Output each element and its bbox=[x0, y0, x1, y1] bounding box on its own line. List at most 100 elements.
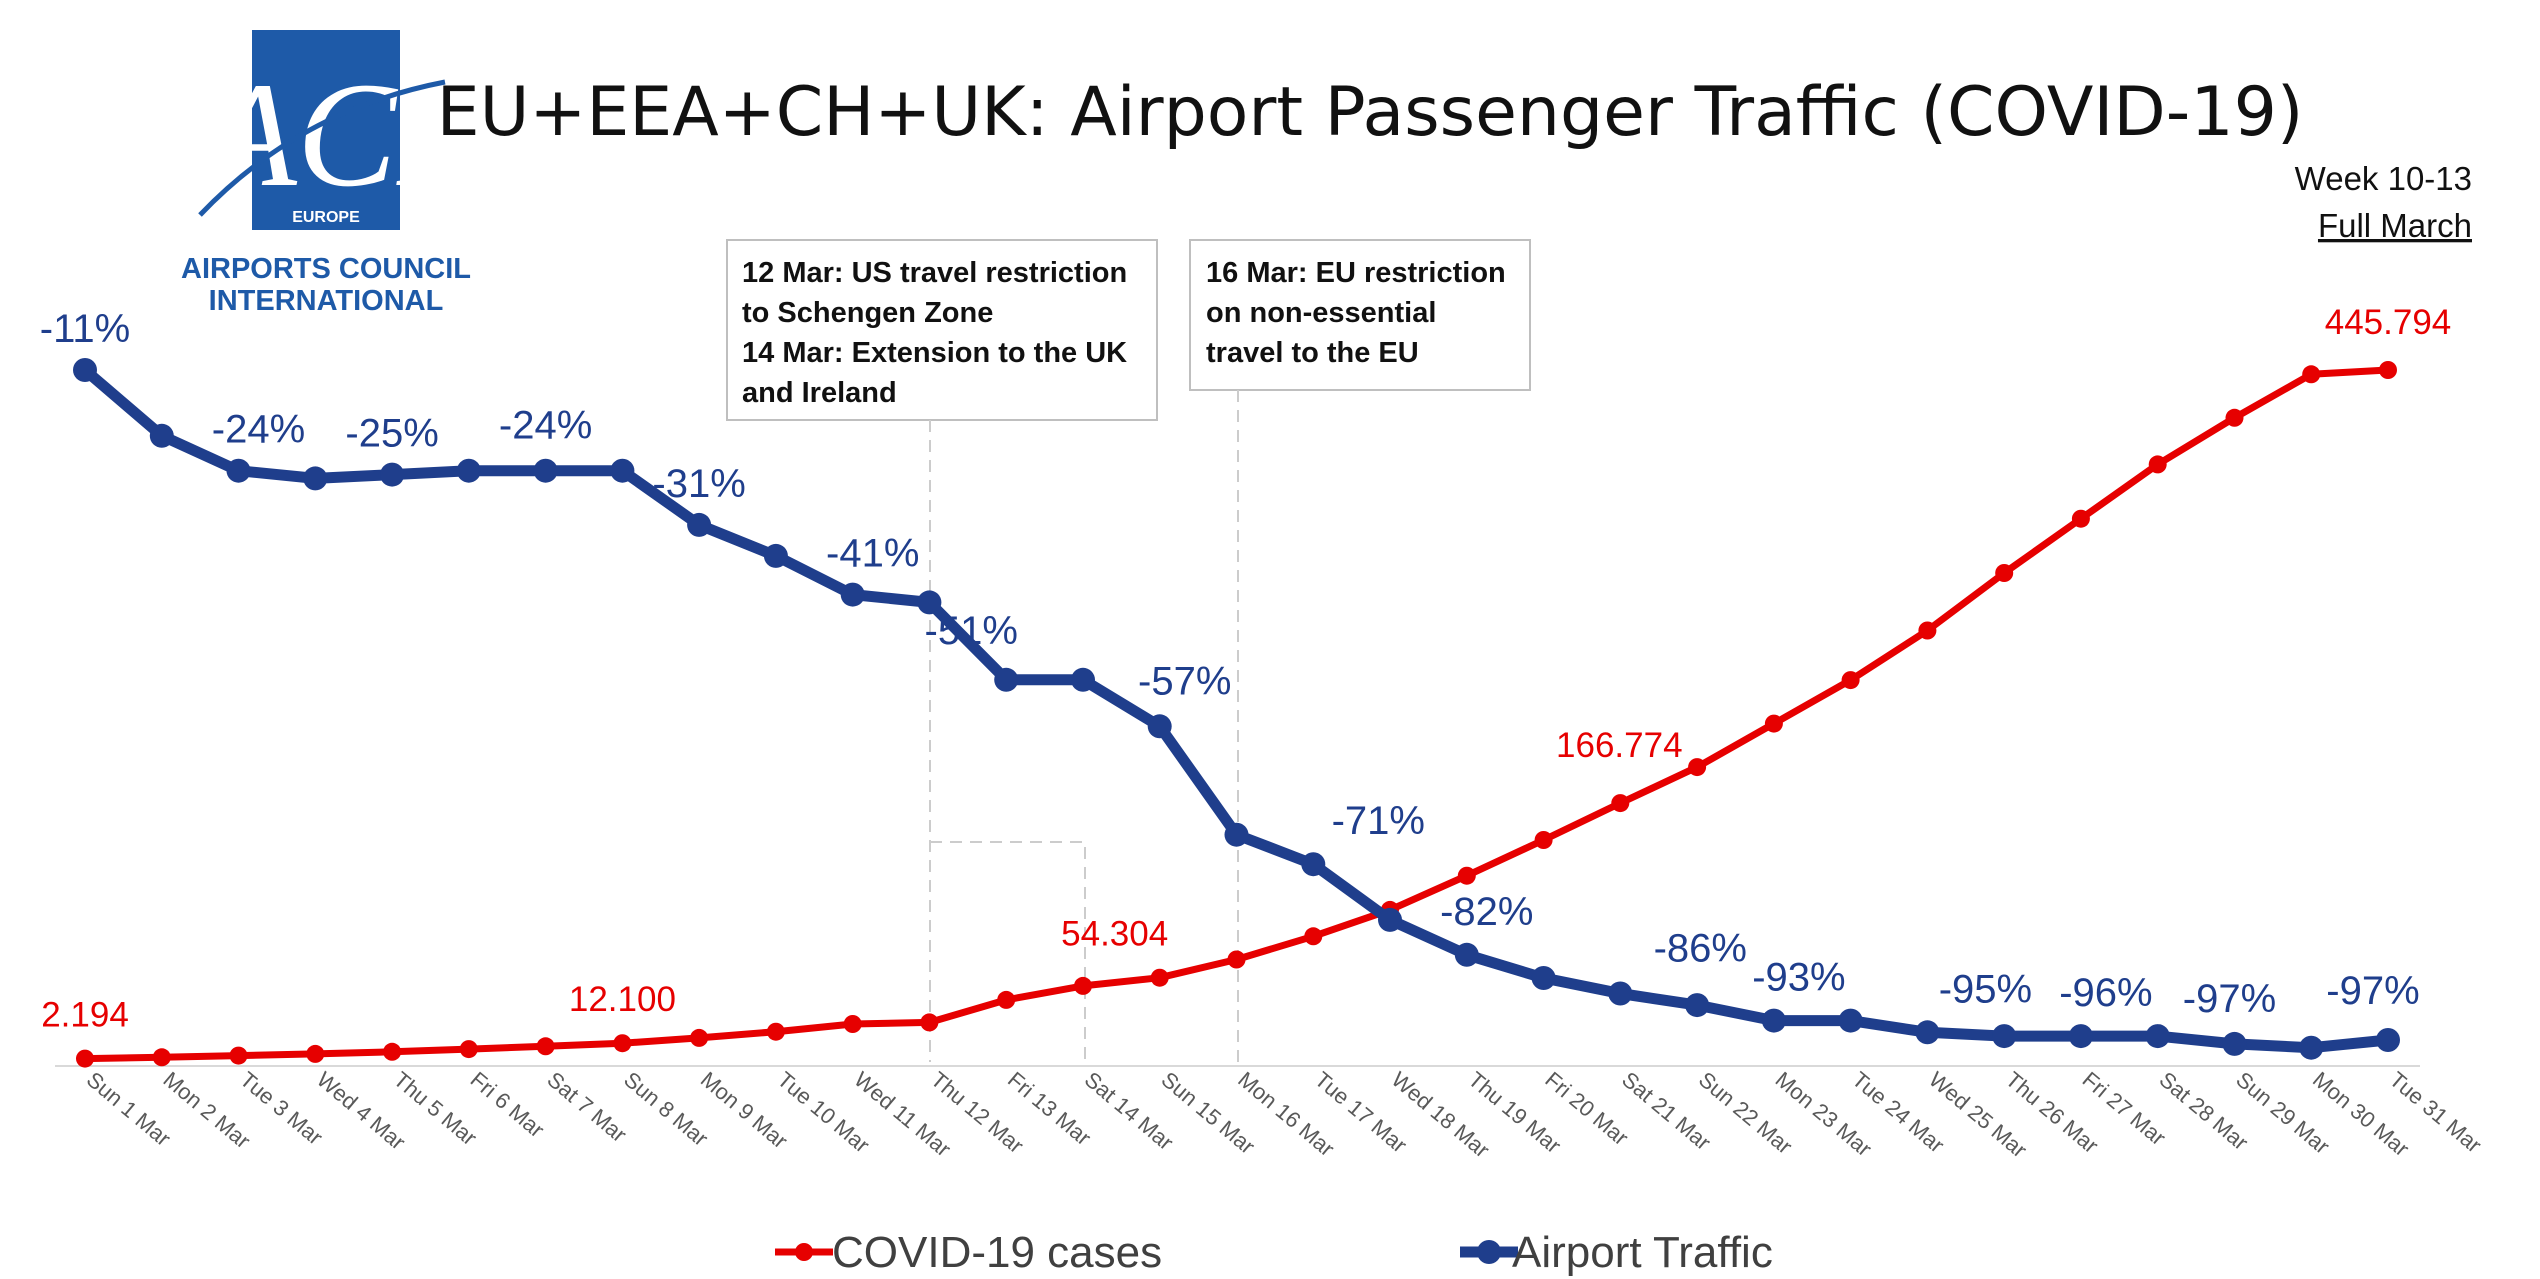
airport-traffic-point bbox=[380, 462, 405, 487]
period-line2: Full March bbox=[2318, 207, 2472, 244]
airport-traffic-point bbox=[2068, 1024, 2093, 1049]
airport-traffic-data-label: -82% bbox=[1440, 890, 1533, 934]
covid-cases-data-label: 54.304 bbox=[1061, 915, 1168, 954]
airport-traffic-data-label: -95% bbox=[1939, 967, 2032, 1011]
airport-traffic-point bbox=[226, 458, 251, 483]
legend: COVID-19 cases Airport Traffic bbox=[775, 1228, 1773, 1277]
airport-traffic-point bbox=[2145, 1024, 2170, 1049]
covid-cases-point bbox=[920, 1013, 939, 1032]
annotation-line: travel to the EU bbox=[1206, 337, 1419, 369]
covid-cases-point bbox=[152, 1048, 171, 1067]
covid-cases-point bbox=[2379, 361, 2397, 379]
airport-traffic-point bbox=[1685, 993, 1710, 1018]
covid-cases-point bbox=[843, 1015, 862, 1033]
airport-traffic-point bbox=[763, 543, 788, 568]
covid-cases-point bbox=[1611, 794, 1630, 813]
airport-traffic-point bbox=[840, 582, 865, 607]
airport-traffic-point bbox=[1071, 667, 1095, 692]
airport-traffic-point bbox=[687, 512, 712, 537]
covid-cases-point bbox=[306, 1044, 325, 1063]
covid-cases-point bbox=[536, 1037, 555, 1056]
period-line1: Week 10-13 bbox=[2295, 160, 2472, 197]
covid-cases-data-label: 2.194 bbox=[41, 996, 129, 1035]
x-tick-label: Sat 7 Mar bbox=[542, 1067, 631, 1147]
airport-traffic-point bbox=[1761, 1008, 1786, 1033]
airport-traffic-data-label: -86% bbox=[1654, 927, 1747, 971]
legend-red-label: COVID-19 cases bbox=[832, 1228, 1162, 1277]
airport-traffic-line bbox=[81, 365, 2389, 1054]
covid-cases-point bbox=[383, 1042, 402, 1061]
covid-cases-data-label: 445.794 bbox=[2325, 303, 2452, 342]
covid-cases-point bbox=[1918, 621, 1937, 640]
airport-traffic-data-label: -97% bbox=[2183, 977, 2276, 1021]
airport-traffic-data-label: -71% bbox=[1332, 799, 1425, 843]
airport-traffic-data-label: -24% bbox=[212, 408, 305, 452]
covid-cases-point bbox=[459, 1040, 478, 1059]
airport-traffic-point bbox=[303, 466, 328, 491]
annotation-eu-restriction: 16 Mar: EU restriction on non-essential … bbox=[1189, 239, 1531, 391]
airport-traffic-point bbox=[1915, 1020, 1940, 1045]
covid-cases-point bbox=[1688, 758, 1707, 777]
annotation-us-restriction: 12 Mar: US travel restriction to Schenge… bbox=[726, 239, 1158, 421]
covid-cases-point bbox=[766, 1022, 785, 1041]
covid-cases-point bbox=[1304, 927, 1323, 946]
guide-lines bbox=[929, 390, 1239, 1062]
annotation-line: to Schengen Zone bbox=[742, 297, 993, 329]
covid-cases-point bbox=[2071, 509, 2090, 528]
airport-traffic-point bbox=[533, 458, 558, 483]
airport-traffic-point bbox=[2376, 1028, 2400, 1052]
airport-traffic-data-label: -25% bbox=[345, 412, 438, 456]
covid-cases-point bbox=[2148, 455, 2167, 474]
airport-traffic-data-label: -41% bbox=[826, 532, 919, 576]
chart-title: EU+EEA+CH+UK: Airport Passenger Traffic … bbox=[437, 73, 2304, 152]
airport-traffic-data-label: -51% bbox=[925, 609, 1018, 653]
airport-traffic-data-label: -93% bbox=[1752, 956, 1845, 1000]
covid-cases-point bbox=[1841, 671, 1860, 690]
airport-traffic-point bbox=[1531, 966, 1556, 990]
airport-traffic-point bbox=[1992, 1024, 2017, 1049]
airport-traffic-data-label: -31% bbox=[652, 462, 745, 506]
covid-cases-point bbox=[997, 990, 1016, 1009]
x-tick-label: Sun 1 Mar bbox=[82, 1067, 176, 1151]
covid-cases-point bbox=[1150, 968, 1169, 987]
legend-blue-marker bbox=[1477, 1240, 1501, 1264]
annotation-line: 12 Mar: US travel restriction bbox=[742, 257, 1127, 289]
covid-cases-point bbox=[76, 1049, 94, 1068]
airport-traffic-point bbox=[994, 667, 1019, 692]
aci-logo: ACI EUROPE AIRPORTS COUNCIL INTERNATIONA… bbox=[181, 30, 471, 317]
airport-traffic-data-label: -96% bbox=[2059, 971, 2152, 1015]
covid-cases-data-label: 166.774 bbox=[1556, 726, 1683, 765]
covid-cases-point bbox=[613, 1034, 632, 1053]
airport-traffic-data-label: -57% bbox=[1138, 659, 1231, 703]
legend-red-marker bbox=[795, 1243, 813, 1261]
airport-traffic-point bbox=[1838, 1008, 1863, 1033]
annotation-line: 16 Mar: EU restriction bbox=[1206, 257, 1506, 289]
airport-traffic-point bbox=[1378, 907, 1402, 932]
annotation-box bbox=[726, 239, 1158, 421]
airport-traffic-point bbox=[456, 458, 481, 483]
covid-cases-point bbox=[1534, 831, 1553, 849]
airport-traffic-point bbox=[917, 590, 942, 615]
covid-cases-point bbox=[2225, 408, 2244, 427]
logo-line2: INTERNATIONAL bbox=[209, 285, 444, 317]
airport-traffic-data-label: -11% bbox=[40, 307, 130, 351]
legend-blue-label: Airport Traffic bbox=[1512, 1228, 1773, 1277]
covid-cases-point bbox=[1074, 976, 1092, 995]
logo-mark: ACI bbox=[196, 52, 453, 218]
airport-traffic-data-label: -97% bbox=[2326, 969, 2419, 1013]
airport-traffic-point bbox=[73, 358, 97, 382]
airport-traffic-point bbox=[2222, 1031, 2247, 1056]
covid-cases-point bbox=[690, 1028, 709, 1047]
covid-cases-point bbox=[229, 1046, 248, 1065]
covid-cases-point bbox=[1227, 950, 1246, 969]
covid-cases-point bbox=[2302, 365, 2321, 384]
airport-traffic-point bbox=[1608, 981, 1633, 1006]
logo-line1: AIRPORTS COUNCIL bbox=[181, 253, 471, 285]
annotation-line: 14 Mar: Extension to the UK bbox=[742, 337, 1127, 369]
covid-cases-series bbox=[76, 361, 2397, 1068]
airport-traffic-point bbox=[610, 458, 635, 483]
annotation-line: and Ireland bbox=[742, 377, 897, 409]
